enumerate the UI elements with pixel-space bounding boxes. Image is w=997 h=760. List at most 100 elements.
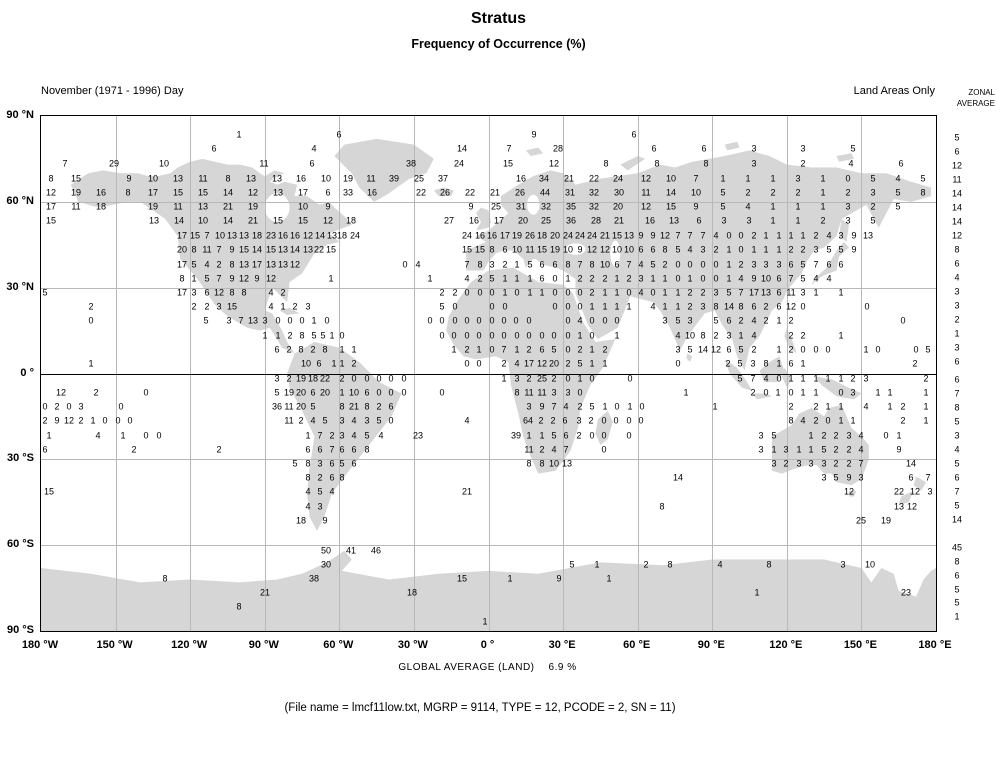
grid-value: 2 — [280, 287, 286, 298]
grid-value: 28 — [590, 215, 602, 226]
grid-value: 1 — [589, 344, 595, 355]
grid-value: 11 — [641, 187, 651, 198]
grid-value: 2 — [821, 430, 827, 441]
grid-value: 7 — [501, 344, 507, 355]
grid-value: 7 — [675, 230, 681, 241]
grid-value: 13 — [326, 230, 338, 241]
grid-value: 9 — [539, 401, 545, 412]
grid-value: 11 — [524, 387, 534, 398]
grid-value: 2 — [788, 344, 794, 355]
grid-value: 12 — [63, 415, 75, 426]
grid-value: 19 — [342, 173, 354, 184]
grid-value: 21 — [259, 587, 271, 598]
grid-value: 1 — [577, 330, 583, 341]
grid-value: 2 — [870, 201, 876, 212]
grid-value: 7 — [700, 230, 706, 241]
grid-value: 1 — [88, 358, 94, 369]
grid-value: 2 — [800, 158, 806, 169]
grid-value: 1 — [589, 301, 595, 312]
zonal-average-value: 6 — [954, 472, 960, 483]
grid-value: 6 — [305, 444, 311, 455]
grid-value: 0 — [614, 315, 620, 326]
grid-value: 14 — [314, 230, 326, 241]
grid-value: 16 — [366, 187, 378, 198]
grid-value: 1 — [726, 273, 732, 284]
grid-value: 1 — [589, 358, 595, 369]
grid-value: 0 — [299, 315, 305, 326]
grid-value: 0 — [477, 287, 483, 298]
grid-value: 2 — [763, 301, 769, 312]
grid-value: 1 — [770, 201, 776, 212]
grid-value: 1 — [813, 287, 819, 298]
grid-value: 11 — [284, 415, 294, 426]
grid-value: 2 — [539, 444, 545, 455]
grid-value: 8 — [703, 158, 709, 169]
grid-value: 2 — [191, 301, 197, 312]
grid-value: 0 — [613, 415, 619, 426]
grid-value: 2 — [626, 273, 632, 284]
grid-value: 1 — [763, 230, 769, 241]
grid-value: 1 — [90, 415, 96, 426]
grid-value: 1 — [800, 358, 806, 369]
grid-value: 0 — [913, 344, 919, 355]
grid-value: 2 — [845, 187, 851, 198]
grid-value: 8 — [662, 244, 668, 255]
grid-value: 10 — [197, 215, 209, 226]
grid-value: 12 — [55, 387, 67, 398]
grid-value: 8 — [179, 273, 185, 284]
grid-value: 0 — [364, 373, 370, 384]
land-tasmania — [848, 490, 857, 497]
grid-value: 3 — [551, 387, 557, 398]
grid-value: 2 — [912, 358, 918, 369]
grid-value: 4 — [813, 273, 819, 284]
grid-value: 1 — [923, 401, 929, 412]
grid-value: 3 — [795, 173, 801, 184]
grid-value: 3 — [274, 373, 280, 384]
grid-value: 13 — [172, 173, 184, 184]
grid-value: 2 — [725, 358, 731, 369]
grid-value: 2 — [800, 330, 806, 341]
zonal-average-value: 1 — [954, 611, 960, 622]
zonal-average-value: 11 — [952, 174, 962, 185]
grid-value: 2 — [538, 415, 544, 426]
grid-value: 16 — [644, 215, 656, 226]
grid-value: 14 — [665, 187, 677, 198]
grid-value: 10 — [348, 387, 360, 398]
grid-value: 23 — [412, 430, 424, 441]
grid-value: 2 — [551, 373, 557, 384]
grid-value: 14 — [173, 215, 185, 226]
grid-value: 2 — [713, 244, 719, 255]
grid-value: 24 — [562, 230, 574, 241]
grid-value: 16 — [515, 173, 527, 184]
grid-value: 7 — [687, 230, 693, 241]
grid-value: 21 — [599, 230, 611, 241]
land-sakhalin — [839, 219, 849, 242]
grid-value: 1 — [770, 215, 776, 226]
grid-value: 9 — [851, 230, 857, 241]
grid-value: 9 — [556, 573, 562, 584]
grid-value: 30 — [613, 187, 625, 198]
land-new-zealand-south — [898, 490, 914, 506]
grid-value: 32 — [588, 187, 600, 198]
grid-value: 13 — [862, 230, 874, 241]
grid-value: 1 — [675, 301, 681, 312]
grid-value: 25 — [536, 373, 548, 384]
grid-value: 1 — [305, 430, 311, 441]
grid-value: 1 — [788, 230, 794, 241]
grid-value: 0 — [713, 273, 719, 284]
grid-value: 5 — [320, 330, 326, 341]
grid-value: 0 — [577, 301, 583, 312]
grid-value: 3 — [317, 458, 323, 469]
grid-value: 5 — [675, 315, 681, 326]
lon-axis-label: 30 °W — [397, 639, 428, 651]
grid-value: 13 — [265, 259, 277, 270]
grid-value: 2 — [339, 373, 345, 384]
grid-value: 20 — [548, 358, 560, 369]
grid-value: 3 — [638, 273, 644, 284]
grid-value: 1 — [262, 330, 268, 341]
grid-value: 8 — [364, 444, 370, 455]
land-sumatra — [724, 359, 753, 391]
grid-value: 5 — [551, 430, 557, 441]
zonal-average-value: 7 — [954, 486, 960, 497]
grid-value: 1 — [514, 273, 520, 284]
